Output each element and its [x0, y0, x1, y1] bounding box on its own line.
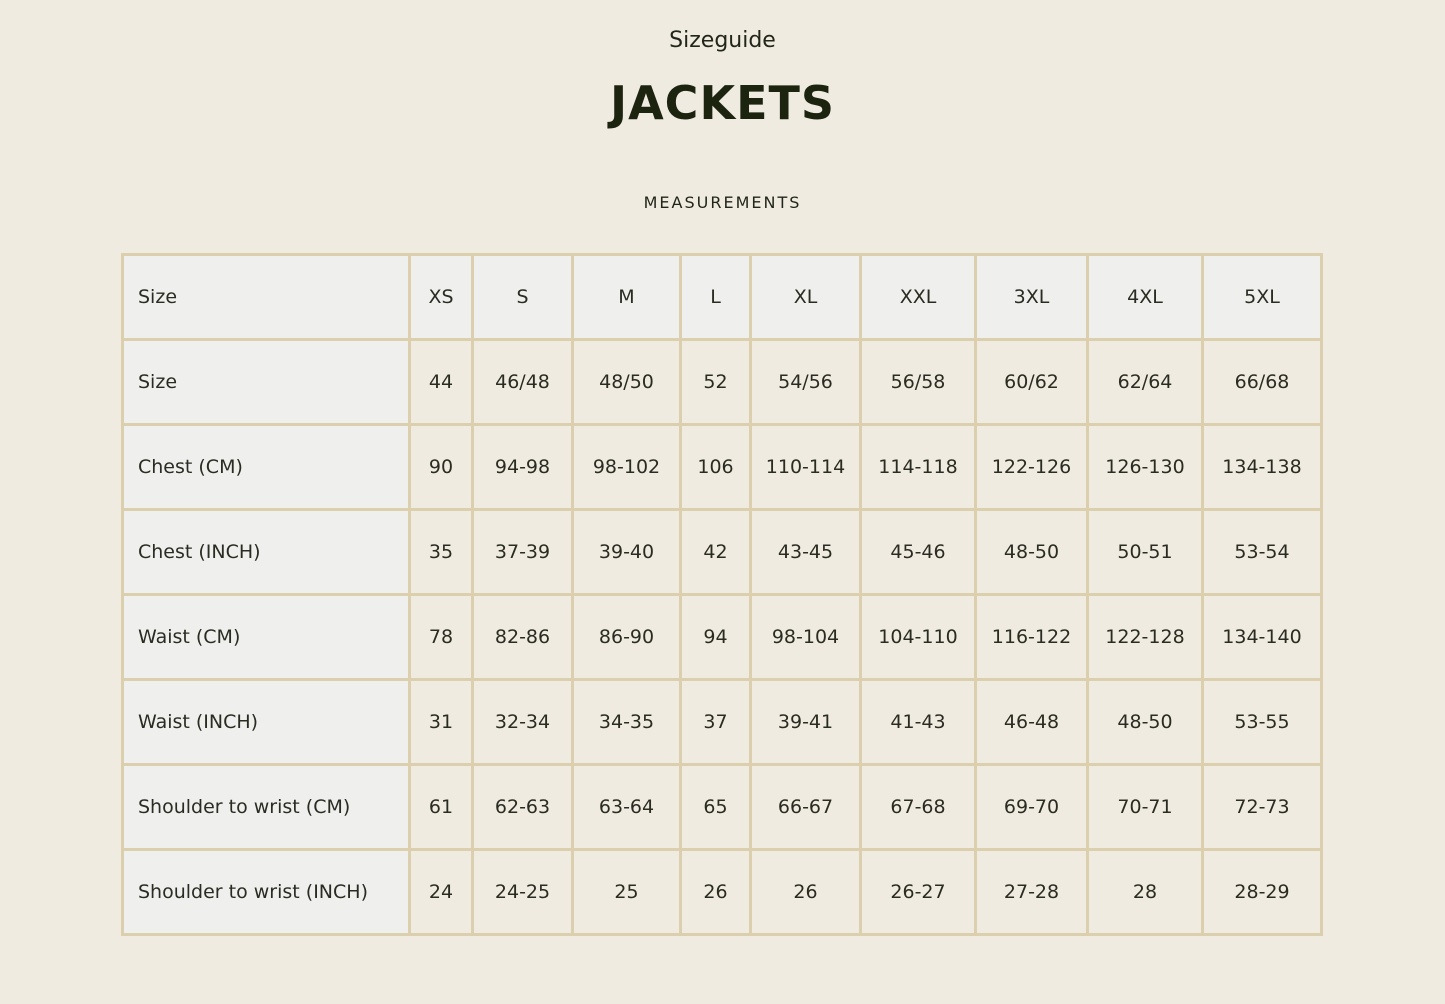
table-cell: 42	[679, 508, 752, 596]
table-cell: 43-45	[749, 508, 862, 596]
table-cell: 26-27	[859, 848, 977, 936]
table-cell: 122-126	[974, 423, 1089, 511]
table-cell: 86-90	[571, 593, 682, 681]
table-cell: 62-63	[471, 763, 574, 851]
table-row: Shoulder to wrist (INCH) 24 24-25 25 26 26 26-…	[121, 848, 1323, 936]
table-cell: 26	[749, 848, 862, 936]
table-cell: 60/62	[974, 338, 1089, 426]
table-cell: 72-73	[1201, 763, 1323, 851]
column-header: S	[471, 253, 574, 341]
table-cell: 114-118	[859, 423, 977, 511]
column-header: L	[679, 253, 752, 341]
table-cell: 44	[408, 338, 474, 426]
table-cell: 45-46	[859, 508, 977, 596]
column-header: 5XL	[1201, 253, 1323, 341]
row-label: Shoulder to wrist (CM)	[121, 763, 411, 851]
table-cell: 48-50	[974, 508, 1089, 596]
table-cell: 35	[408, 508, 474, 596]
table-cell: 98-102	[571, 423, 682, 511]
table-cell: 110-114	[749, 423, 862, 511]
table-cell: 53-55	[1201, 678, 1323, 766]
table-cell: 70-71	[1086, 763, 1204, 851]
table-cell: 48/50	[571, 338, 682, 426]
table-cell: 66/68	[1201, 338, 1323, 426]
table-cell: 54/56	[749, 338, 862, 426]
table-row: Size 44 46/48 48/50 52 54/56 56/58 60/62 62/64 66…	[121, 338, 1323, 426]
table-cell: 27-28	[974, 848, 1089, 936]
table-cell: 46-48	[974, 678, 1089, 766]
table-cell: 52	[679, 338, 752, 426]
table-cell: 48-50	[1086, 678, 1204, 766]
table-cell: 53-54	[1201, 508, 1323, 596]
table-cell: 122-128	[1086, 593, 1204, 681]
table-cell: 134-140	[1201, 593, 1323, 681]
table-cell: 31	[408, 678, 474, 766]
table-cell: 126-130	[1086, 423, 1204, 511]
column-header: Size	[121, 253, 411, 341]
table-cell: 98-104	[749, 593, 862, 681]
table-cell: 104-110	[859, 593, 977, 681]
table-cell: 24	[408, 848, 474, 936]
table-cell: 61	[408, 763, 474, 851]
table-cell: 28-29	[1201, 848, 1323, 936]
table-cell: 25	[571, 848, 682, 936]
table-cell: 106	[679, 423, 752, 511]
table-row: Chest (INCH) 35 37-39 39-40 42 43-45 45-46 48-5…	[121, 508, 1323, 596]
row-label: Shoulder to wrist (INCH)	[121, 848, 411, 936]
table-cell: 26	[679, 848, 752, 936]
table-cell: 116-122	[974, 593, 1089, 681]
table-row: Shoulder to wrist (CM) 61 62-63 63-64 65 66-6…	[121, 763, 1323, 851]
row-label: Waist (INCH)	[121, 678, 411, 766]
table-cell: 39-41	[749, 678, 862, 766]
table-cell: 50-51	[1086, 508, 1204, 596]
column-header: 3XL	[974, 253, 1089, 341]
table-cell: 37	[679, 678, 752, 766]
column-header: XS	[408, 253, 474, 341]
table-row: Chest (CM) 90 94-98 98-102 106 110-114 114-118…	[121, 423, 1323, 511]
column-header: 4XL	[1086, 253, 1204, 341]
row-label: Size	[121, 338, 411, 426]
table-cell: 56/58	[859, 338, 977, 426]
table-cell: 82-86	[471, 593, 574, 681]
row-label: Chest (CM)	[121, 423, 411, 511]
table-cell: 46/48	[471, 338, 574, 426]
table-cell: 65	[679, 763, 752, 851]
table-header-row: Size XS S M L XL XXL 3XL 4XL 5XL	[121, 253, 1323, 341]
page-title: JACKETS	[609, 76, 836, 130]
table-cell: 41-43	[859, 678, 977, 766]
table-cell: 28	[1086, 848, 1204, 936]
table-cell: 39-40	[571, 508, 682, 596]
column-header: M	[571, 253, 682, 341]
table-cell: 37-39	[471, 508, 574, 596]
size-table: Size XS S M L XL XXL 3XL 4XL 5XL Size 44 46/48 48/50 5…	[121, 253, 1323, 936]
table-cell: 67-68	[859, 763, 977, 851]
section-heading: MEASUREMENTS	[643, 193, 802, 212]
table-cell: 34-35	[571, 678, 682, 766]
table-row: Waist (CM) 78 82-86 86-90 94 98-104 104-110 116…	[121, 593, 1323, 681]
table-cell: 94-98	[471, 423, 574, 511]
table-cell: 78	[408, 593, 474, 681]
table-cell: 90	[408, 423, 474, 511]
table-cell: 69-70	[974, 763, 1089, 851]
row-label: Chest (INCH)	[121, 508, 411, 596]
table-cell: 32-34	[471, 678, 574, 766]
column-header: XL	[749, 253, 862, 341]
table-cell: 134-138	[1201, 423, 1323, 511]
table-cell: 24-25	[471, 848, 574, 936]
row-label: Waist (CM)	[121, 593, 411, 681]
table-cell: 66-67	[749, 763, 862, 851]
table-cell: 94	[679, 593, 752, 681]
table-cell: 63-64	[571, 763, 682, 851]
table-row: Waist (INCH) 31 32-34 34-35 37 39-41 41-43 46-4…	[121, 678, 1323, 766]
column-header: XXL	[859, 253, 977, 341]
table-cell: 62/64	[1086, 338, 1204, 426]
page-subtitle: Sizeguide	[669, 28, 776, 53]
